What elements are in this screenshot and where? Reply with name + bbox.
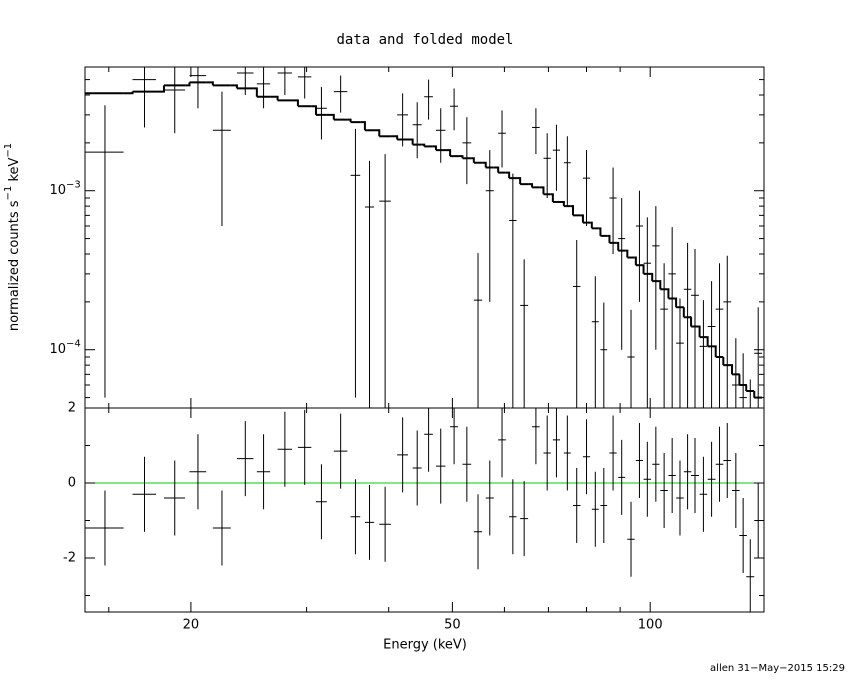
bottom-frame bbox=[84, 407, 765, 613]
spectrum-panel bbox=[85, 67, 763, 408]
y-tick-exponent: −4 bbox=[66, 339, 81, 350]
x-tick-label: 20 bbox=[183, 618, 200, 633]
x-tick-label: 100 bbox=[638, 618, 663, 633]
y2-tick-label: 0 bbox=[68, 476, 76, 491]
y-tick-exponent: −3 bbox=[66, 180, 81, 191]
x-axis-label: Energy (keV) bbox=[383, 638, 467, 653]
model-connector bbox=[123, 81, 756, 398]
y-label-part: −1 bbox=[3, 186, 14, 201]
y-label-part: normalized counts s bbox=[7, 200, 22, 331]
y-axis-label: normalized counts s−1 keV−1 bbox=[3, 143, 22, 331]
y2-tick-label: 2 bbox=[68, 401, 76, 416]
top-frame bbox=[84, 66, 765, 409]
footer: allen 31−May−2015 15:29 bbox=[710, 663, 845, 674]
residual-panel bbox=[85, 408, 764, 612]
y-tick-label: 10 bbox=[49, 183, 66, 198]
y-tick-label: 10 bbox=[49, 342, 66, 357]
y-label-part: keV bbox=[7, 157, 22, 185]
y2-tick-label: -2 bbox=[63, 551, 76, 566]
chart-title: data and folded model bbox=[336, 32, 513, 48]
x-tick-label: 50 bbox=[444, 618, 461, 633]
y-label-part: −1 bbox=[3, 143, 14, 158]
